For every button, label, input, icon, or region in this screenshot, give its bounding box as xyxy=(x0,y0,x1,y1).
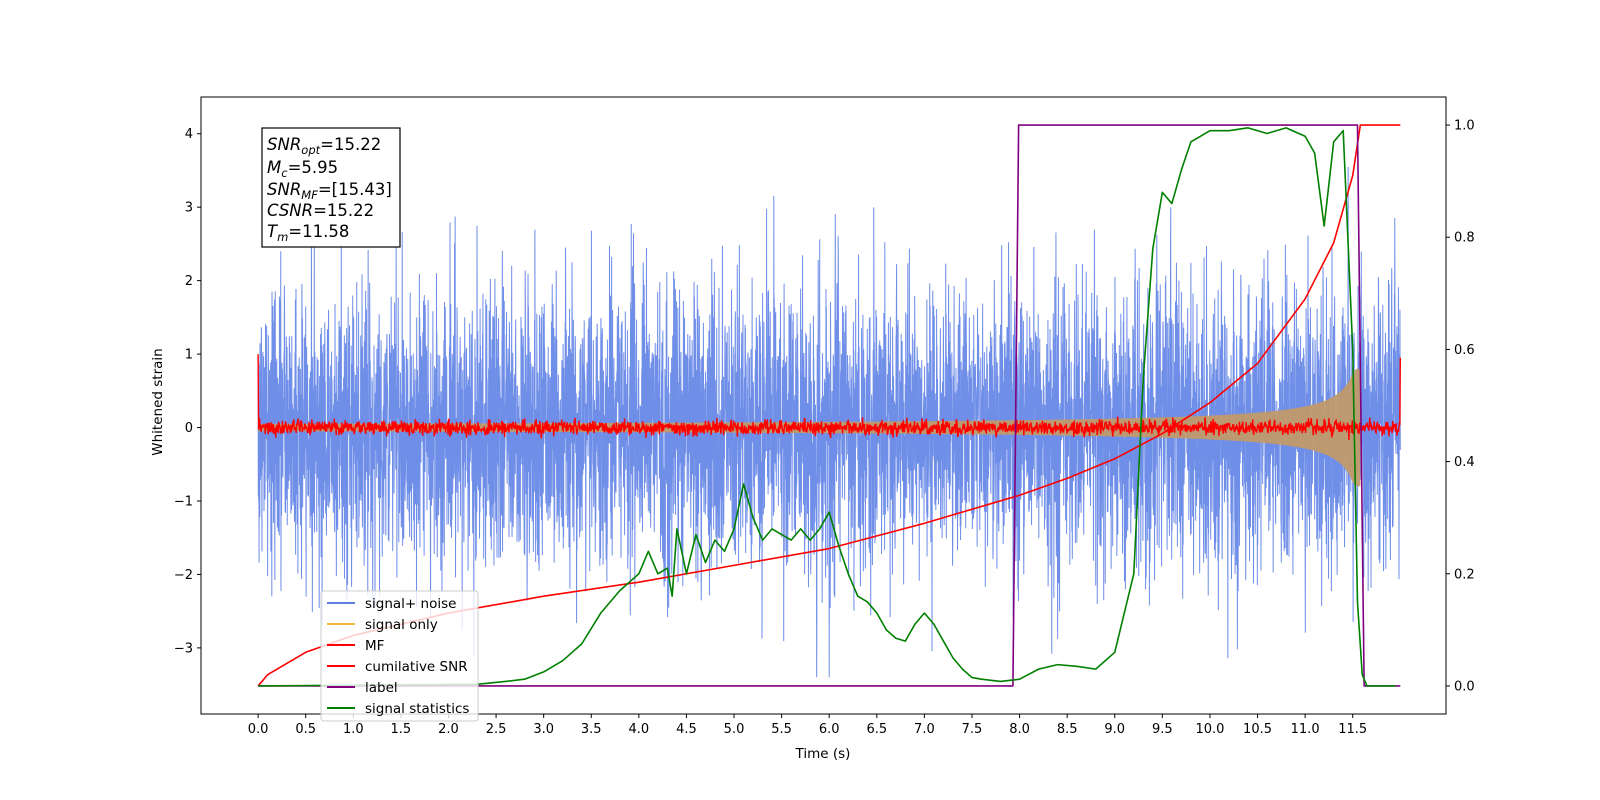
x-tick-label: 5.5 xyxy=(771,722,792,737)
x-tick-label: 8.5 xyxy=(1057,722,1078,737)
y-tick-label: 3 xyxy=(185,201,193,216)
info-box: SNRopt=15.22 Mc=5.95 SNRMF=[15.43] CSNR=… xyxy=(261,127,401,248)
x-tick-label: 6.0 xyxy=(819,722,840,737)
series-mf xyxy=(257,354,1402,441)
x-tick-label: 4.0 xyxy=(629,722,650,737)
legend-label: signal only xyxy=(365,617,438,633)
x-tick-label: 8.0 xyxy=(1009,722,1030,737)
x-tick-label: 4.5 xyxy=(676,722,697,737)
legend-entry-label: label xyxy=(327,680,398,696)
x-tick-label: 5.0 xyxy=(724,722,745,737)
axes: 0.0 0.5 1.0 1.5 2.0 2.5 3.0 3.5 4.0 4.5 5.0 5.5 6.0 6… xyxy=(174,96,1475,737)
legend-entry-signal-statistics: signal statistics xyxy=(327,701,469,717)
x-tick-label: 9.5 xyxy=(1152,722,1173,737)
legend-label: signal statistics xyxy=(365,701,469,717)
info-box-frame xyxy=(261,127,401,248)
legend-label: signal+ noise xyxy=(365,596,456,612)
x-tick-label: 1.5 xyxy=(391,722,412,737)
info-csnr: CSNR=15.22 xyxy=(267,201,374,220)
y-tick-label: 2 xyxy=(185,274,193,289)
y-tick-label: −1 xyxy=(174,494,193,509)
legend-label: label xyxy=(365,680,398,696)
x-tick-label: 6.5 xyxy=(866,722,887,737)
y2-tick-label: 0.2 xyxy=(1454,567,1475,582)
x-tick-label: 10.5 xyxy=(1243,722,1272,737)
x-tick-label: 9.0 xyxy=(1104,722,1125,737)
legend-label: cumilative SNR xyxy=(365,659,468,675)
legend-frame xyxy=(320,590,479,722)
x-tick-label: 11.5 xyxy=(1338,722,1367,737)
series-signal-noise xyxy=(257,166,1401,678)
y2-tick-label: 0.4 xyxy=(1454,455,1475,470)
legend-entry-cumulative-snr: cumilative SNR xyxy=(327,659,468,675)
x-tick-label: 11.0 xyxy=(1291,722,1320,737)
x-tick-label: 2.0 xyxy=(438,722,459,737)
x-tick-label: 0.0 xyxy=(248,722,269,737)
y2-tick-label: 1.0 xyxy=(1454,119,1475,134)
y2-tick-label: 0.6 xyxy=(1454,343,1475,358)
info-snr-opt: SNRopt=15.22 xyxy=(267,135,381,157)
x-tick-label: 1.0 xyxy=(343,722,364,737)
series-signal-statistics xyxy=(258,127,1396,687)
info-tm: Tm=11.58 xyxy=(267,222,349,244)
legend-entry-signal-noise: signal+ noise xyxy=(327,596,456,612)
x-tick-label: 2.5 xyxy=(486,722,507,737)
legend-entry-mf: MF xyxy=(327,638,384,654)
x-tick-label: 7.0 xyxy=(914,722,935,737)
x-axis-label: Time (s) xyxy=(795,746,851,762)
y-tick-label: 1 xyxy=(185,348,193,363)
legend-entry-signal-only: signal only xyxy=(327,617,438,633)
y-tick-label: −2 xyxy=(174,568,193,583)
y2-tick-label: 0.0 xyxy=(1454,679,1475,694)
x-tick-label: 10.0 xyxy=(1195,722,1224,737)
axes-frame xyxy=(200,96,1447,715)
y-tick-label: 0 xyxy=(185,421,193,436)
x-tick-label: 3.5 xyxy=(581,722,602,737)
info-snr-mf: SNRMF=[15.43] xyxy=(267,180,392,202)
x-tick-label: 3.0 xyxy=(533,722,554,737)
info-mc: Mc=5.95 xyxy=(267,158,338,180)
y-tick-label: 4 xyxy=(185,127,193,142)
legend: signal+ noise signal only MF cumilative … xyxy=(320,590,479,722)
y-axis-label: Whitened strain xyxy=(150,348,166,455)
legend-label: MF xyxy=(365,638,384,654)
y-tick-label: −3 xyxy=(174,641,193,656)
x-tick-label: 0.5 xyxy=(295,722,316,737)
x-tick-label: 7.5 xyxy=(962,722,983,737)
y2-tick-label: 0.8 xyxy=(1454,231,1475,246)
